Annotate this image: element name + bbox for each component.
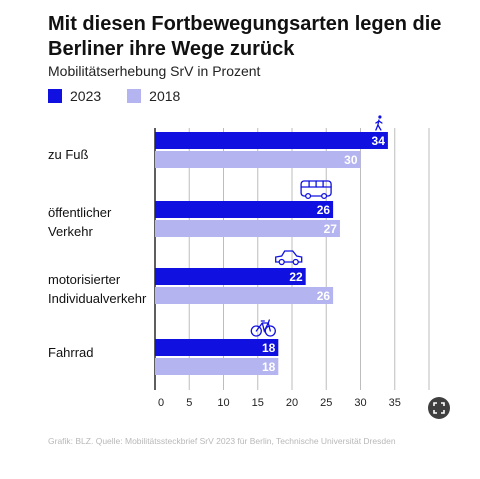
pedestrian-icon <box>375 115 383 131</box>
bar-value-label: 26 <box>317 289 331 303</box>
bar-2018 <box>155 358 279 375</box>
fullscreen-button[interactable] <box>428 397 450 419</box>
x-tick-label: 0 <box>158 397 164 409</box>
x-tick-label: 15 <box>252 397 264 409</box>
category-label-bicycle: Fahrrad <box>48 345 94 360</box>
bus-icon <box>300 180 332 200</box>
bar-2018 <box>155 220 340 237</box>
bar-2018 <box>155 287 334 304</box>
x-tick-label: 25 <box>320 397 332 409</box>
chart-title: Mit diesen Fortbewegungsarten legen die … <box>48 13 442 60</box>
legend: 2023 2018 <box>48 88 206 104</box>
source-note: Grafik: BLZ. Quelle: Mobilitätssteckbrie… <box>48 436 396 446</box>
car-icon <box>275 250 303 266</box>
bicycle-icon <box>250 319 276 337</box>
bar-value-label: 30 <box>344 153 358 167</box>
expand-icon <box>433 402 445 414</box>
legend-item-2023: 2023 <box>48 88 101 104</box>
bar-value-label: 27 <box>324 222 338 236</box>
bar-2023 <box>155 268 306 285</box>
category-label-walking: zu Fuß <box>48 147 89 162</box>
bar-2018 <box>155 151 361 168</box>
chart-subtitle: Mobilitätserhebung SrV in Prozent <box>48 63 261 79</box>
bar-value-label: 26 <box>317 203 331 217</box>
bar-value-label: 34 <box>372 134 386 148</box>
x-tick-label: 5 <box>186 397 192 409</box>
bar-2023 <box>155 339 279 356</box>
bar-2023 <box>155 201 334 218</box>
legend-swatch-2023 <box>48 89 62 103</box>
bar-value-label: 22 <box>289 270 303 284</box>
x-tick-label: 35 <box>389 397 401 409</box>
category-label-public-transport: öffentlicher Verkehr <box>48 205 112 239</box>
legend-label-2023: 2023 <box>70 88 102 104</box>
category-label-car: motorisierter Individualverkehr <box>48 272 147 306</box>
x-tick-label: 30 <box>354 397 366 409</box>
x-tick-label: 20 <box>286 397 298 409</box>
legend-swatch-2018 <box>127 89 142 103</box>
x-tick-label: 10 <box>217 397 229 409</box>
bar-value-label: 18 <box>262 341 276 355</box>
bar-2023 <box>155 132 388 149</box>
legend-label-2018: 2018 <box>149 88 181 104</box>
bar-value-label: 18 <box>262 360 276 374</box>
legend-item-2018: 2018 <box>127 88 180 104</box>
